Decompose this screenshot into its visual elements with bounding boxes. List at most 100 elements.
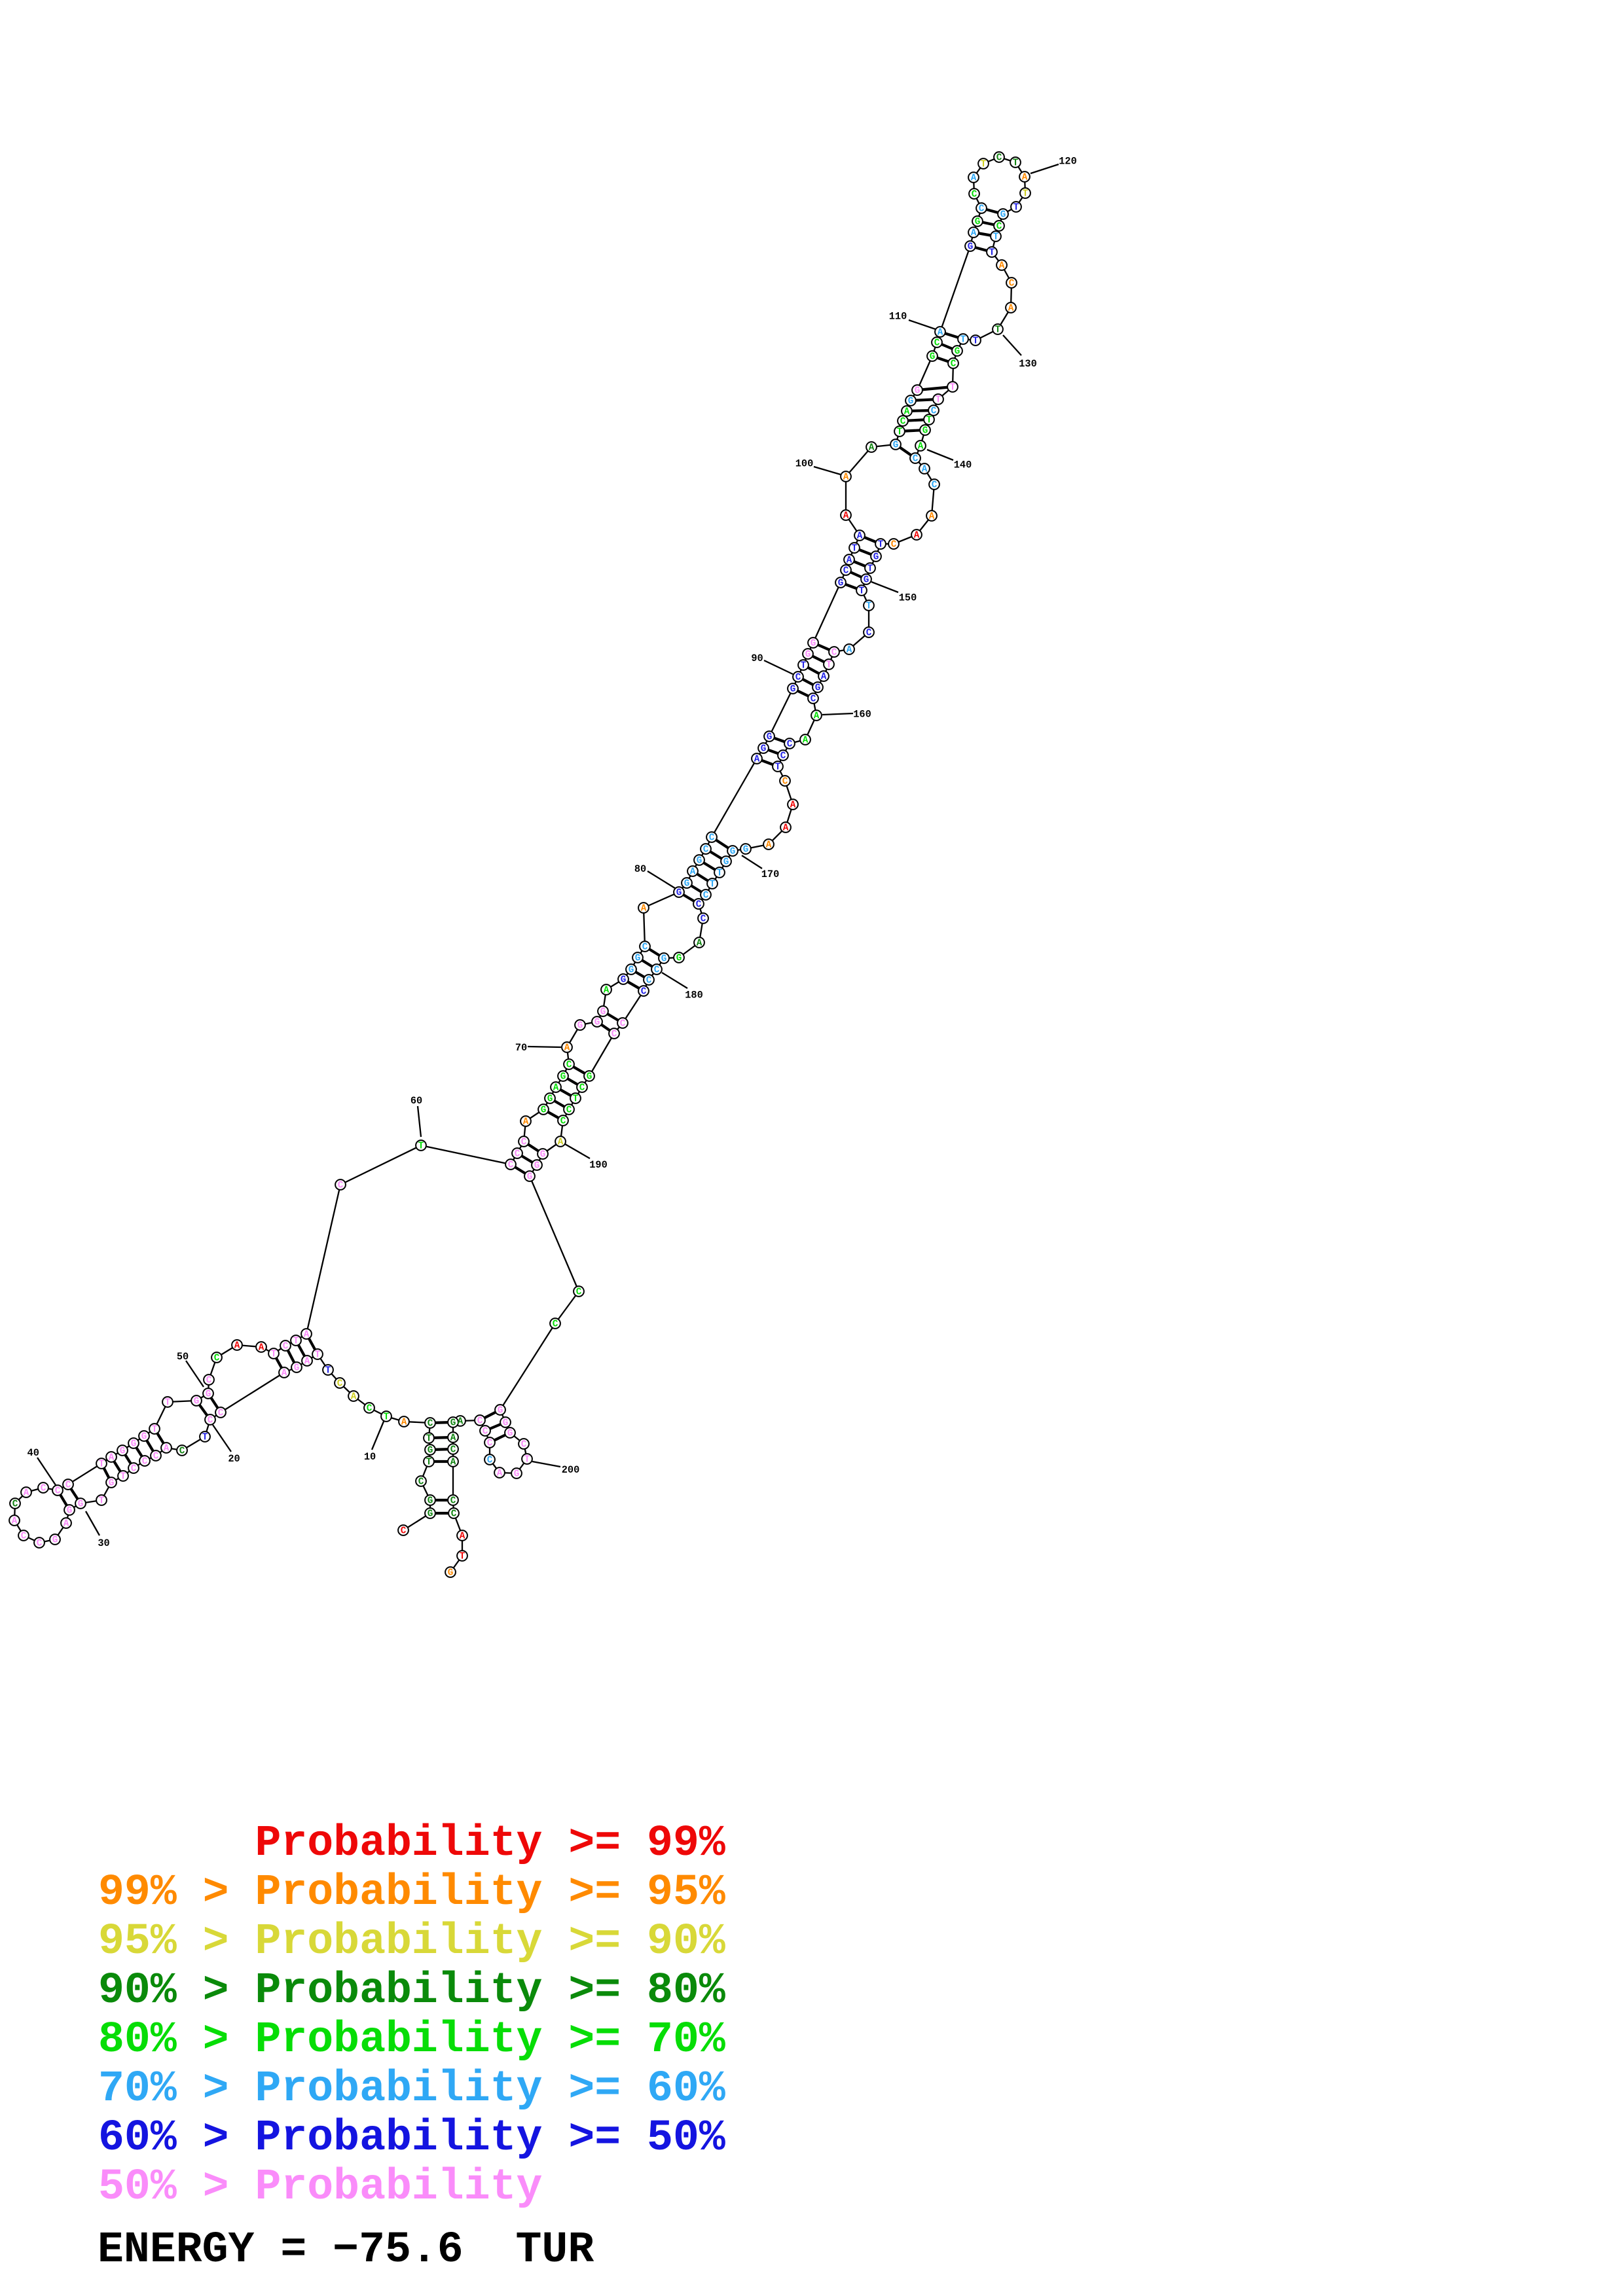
svg-text:T: T	[152, 1425, 158, 1435]
svg-text:G: G	[767, 732, 773, 743]
svg-text:T: T	[993, 232, 999, 243]
svg-text:G: G	[975, 217, 981, 228]
svg-text:T: T	[325, 1366, 331, 1376]
svg-text:20: 20	[228, 1453, 240, 1465]
svg-text:90: 90	[751, 653, 763, 664]
svg-text:A: A	[450, 1433, 456, 1444]
svg-text:C: C	[218, 1408, 224, 1419]
svg-text:C: C	[450, 1445, 456, 1456]
svg-text:110: 110	[889, 310, 907, 322]
svg-text:T: T	[418, 1141, 424, 1152]
svg-text:G: G	[661, 954, 667, 965]
svg-text:70: 70	[515, 1042, 527, 1054]
svg-text:G: G	[968, 242, 974, 253]
svg-text:C: C	[709, 833, 715, 844]
svg-text:99% > Probability >= 95%: 99% > Probability >= 95%	[98, 1868, 725, 1917]
svg-text:G: G	[206, 1390, 211, 1400]
svg-text:A: A	[803, 736, 809, 746]
svg-text:T: T	[384, 1412, 390, 1423]
svg-text:A: A	[922, 465, 928, 475]
svg-text:C: C	[654, 965, 660, 976]
svg-text:T: T	[717, 869, 723, 879]
svg-text:T: T	[960, 335, 966, 346]
svg-text:G: G	[514, 1469, 520, 1480]
svg-text:60: 60	[410, 1095, 422, 1107]
svg-text:G: G	[120, 1446, 126, 1457]
svg-text:C: C	[996, 153, 1002, 164]
svg-text:C: C	[553, 1319, 558, 1330]
svg-text:C: C	[996, 222, 1002, 232]
svg-text:120: 120	[1059, 155, 1077, 167]
svg-text:A: A	[564, 1043, 570, 1054]
svg-text:G: G	[507, 1429, 513, 1439]
svg-text:G: G	[790, 685, 796, 695]
svg-text:C: C	[338, 1181, 344, 1191]
svg-text:C: C	[701, 914, 706, 925]
svg-text:C: C	[611, 1030, 617, 1040]
svg-text:A: A	[12, 1516, 18, 1527]
svg-text:G: G	[448, 1568, 454, 1579]
svg-text:C: C	[337, 1379, 343, 1390]
svg-text:G: G	[527, 1172, 533, 1183]
svg-text:G: G	[534, 1161, 540, 1172]
svg-text:G: G	[908, 397, 914, 407]
svg-text:C: C	[37, 1539, 43, 1549]
svg-text:G: G	[684, 879, 690, 889]
svg-text:T: T	[460, 1552, 465, 1562]
svg-text:60% > Probability >= 50%: 60% > Probability >= 50%	[98, 2113, 725, 2162]
svg-text:C: C	[142, 1457, 148, 1467]
svg-text:A: A	[460, 1532, 465, 1542]
svg-text:C: C	[891, 540, 897, 550]
svg-text:C: C	[866, 628, 872, 639]
svg-text:G: G	[547, 1094, 553, 1105]
svg-text:G: G	[730, 847, 736, 857]
svg-text:C: C	[646, 976, 652, 986]
svg-text:G: G	[635, 954, 641, 964]
svg-text:95% > Probability >= 90%: 95% > Probability >= 90%	[98, 1917, 725, 1966]
svg-text:C: C	[283, 1342, 289, 1352]
svg-text:A: A	[690, 867, 696, 878]
svg-text:A: A	[497, 1469, 503, 1479]
svg-text:T: T	[293, 1336, 299, 1347]
svg-text:G: G	[629, 965, 634, 976]
svg-text:A: A	[164, 1444, 170, 1454]
svg-text:C: C	[65, 1480, 71, 1491]
svg-text:T: T	[202, 1433, 208, 1443]
svg-text:C: C	[206, 1376, 212, 1386]
svg-text:A: A	[1022, 173, 1028, 183]
svg-text:T: T	[1013, 203, 1019, 213]
svg-text:C: C	[450, 1496, 456, 1507]
svg-text:A: A	[929, 512, 935, 522]
svg-text:C: C	[487, 1439, 493, 1449]
svg-text:C: C	[179, 1446, 185, 1457]
svg-text:C: C	[620, 1019, 626, 1030]
svg-text:G: G	[540, 1150, 546, 1160]
svg-text:C: C	[214, 1354, 220, 1364]
svg-text:C: C	[153, 1452, 159, 1462]
svg-text:A: A	[259, 1343, 264, 1354]
svg-text:C: C	[566, 1060, 572, 1071]
svg-text:C: C	[831, 648, 837, 658]
svg-text:G: G	[1000, 210, 1006, 221]
svg-text:G: G	[838, 579, 844, 589]
svg-text:C: C	[521, 1440, 527, 1450]
svg-text:C: C	[932, 480, 938, 491]
svg-text:G: G	[676, 888, 682, 899]
svg-text:A: A	[999, 261, 1005, 272]
svg-text:C: C	[483, 1427, 488, 1437]
svg-text:G: G	[498, 1406, 503, 1416]
svg-text:G: G	[428, 1446, 433, 1456]
svg-text:C: C	[642, 942, 648, 953]
svg-text:30: 30	[98, 1537, 109, 1549]
svg-text:A: A	[234, 1341, 240, 1352]
svg-text:C: C	[979, 204, 985, 215]
svg-text:T: T	[801, 661, 807, 672]
svg-text:G: G	[594, 1018, 600, 1028]
svg-text:A: A	[971, 228, 977, 239]
svg-text:G: G	[294, 1363, 300, 1374]
svg-text:G: G	[78, 1499, 84, 1510]
svg-text:G: G	[864, 575, 869, 586]
svg-text:T: T	[524, 1455, 530, 1465]
svg-text:T: T	[926, 416, 932, 426]
svg-text:A: A	[918, 442, 924, 452]
